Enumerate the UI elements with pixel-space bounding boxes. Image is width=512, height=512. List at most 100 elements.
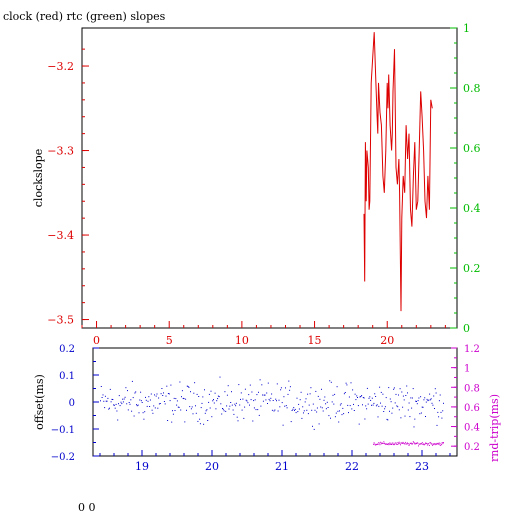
- offset-point: [113, 404, 115, 406]
- offset-point: [371, 404, 372, 406]
- offset-point: [416, 401, 417, 402]
- rnd-trip-point: [385, 443, 387, 445]
- y-tick-label: −0.2: [51, 452, 75, 463]
- offset-point: [442, 410, 444, 412]
- offset-point: [346, 384, 348, 386]
- offset-point: [272, 400, 274, 401]
- offset-point: [145, 399, 147, 401]
- rnd-trip-point: [380, 443, 382, 445]
- offset-point: [162, 395, 164, 396]
- offset-point: [289, 389, 291, 391]
- offset-point: [231, 404, 233, 406]
- offset-point: [355, 399, 357, 401]
- offset-point: [211, 416, 213, 418]
- x-tick-label: 15: [308, 334, 322, 347]
- offset-point: [330, 381, 332, 383]
- offset-point: [158, 397, 160, 399]
- offset-point: [374, 393, 376, 395]
- offset-point: [414, 418, 416, 420]
- offset-point: [166, 385, 168, 387]
- offset-point: [126, 403, 128, 405]
- offset-point: [157, 407, 159, 409]
- offset-point: [308, 404, 310, 406]
- offset-point: [122, 398, 124, 400]
- rnd-trip-point: [397, 442, 399, 444]
- offset-point: [376, 404, 378, 406]
- offset-point: [224, 391, 226, 393]
- offset-point: [437, 411, 439, 413]
- offset-point: [366, 387, 368, 389]
- offset-point: [333, 403, 335, 405]
- y-tick-label: 0.1: [59, 371, 75, 382]
- offset-point: [398, 394, 399, 396]
- offset-point: [186, 409, 187, 411]
- offset-point: [329, 380, 331, 382]
- offset-point: [147, 400, 149, 402]
- offset-point: [136, 405, 138, 407]
- offset-point: [125, 387, 127, 389]
- offset-point: [276, 400, 277, 402]
- offset-point: [180, 409, 182, 411]
- offset-point: [418, 397, 420, 399]
- offset-point: [144, 411, 146, 413]
- offset-point: [152, 412, 154, 414]
- offset-point: [154, 394, 155, 396]
- offset-point: [405, 395, 407, 396]
- offset-point: [313, 428, 315, 430]
- offset-point: [285, 387, 286, 389]
- offset-point: [373, 402, 375, 404]
- offset-point: [364, 418, 366, 420]
- offset-point: [321, 388, 322, 390]
- offset-point: [233, 413, 235, 415]
- rnd-trip-point: [395, 442, 397, 444]
- y-tick-label: 0.2: [59, 344, 75, 355]
- offset-point: [320, 406, 322, 408]
- offset-point: [300, 391, 302, 393]
- offset-point: [278, 399, 280, 401]
- offset-point: [109, 407, 110, 409]
- offset-point: [420, 412, 422, 414]
- offset-point: [305, 398, 307, 400]
- offset-point: [393, 387, 395, 389]
- offset-point: [387, 419, 389, 421]
- rnd-trip-point: [435, 443, 437, 445]
- chart-title: clock (red) rtc (green) slopes: [3, 10, 166, 23]
- offset-point: [190, 408, 192, 410]
- rnd-trip-point: [401, 442, 403, 444]
- offset-point: [191, 406, 193, 408]
- y2-tick-label: 0.4: [464, 423, 480, 434]
- offset-point: [249, 384, 251, 386]
- offset-point: [397, 406, 399, 408]
- offset-point: [314, 409, 316, 411]
- offset-point: [214, 392, 216, 394]
- rnd-trip-point: [414, 443, 416, 445]
- offset-point: [343, 393, 345, 395]
- offset-point: [317, 395, 319, 397]
- x-tick-label: 20: [380, 334, 394, 347]
- offset-point: [235, 402, 237, 404]
- offset-point: [200, 407, 202, 409]
- top-x-axis: 0 5 10 15 20: [81, 321, 446, 347]
- rnd-trip-point: [425, 442, 426, 444]
- offset-point: [133, 415, 135, 417]
- offset-point: [299, 399, 301, 401]
- offset-point: [377, 416, 379, 418]
- rnd-trip-point: [407, 443, 409, 445]
- offset-point: [223, 410, 225, 412]
- offset-point: [258, 391, 259, 393]
- offset-point: [358, 423, 360, 425]
- rnd-trip-point: [385, 443, 387, 445]
- rnd-trip-point: [428, 445, 430, 446]
- offset-point: [104, 407, 106, 409]
- offset-point: [394, 402, 396, 404]
- offset-point: [104, 395, 106, 397]
- offset-point: [371, 397, 373, 399]
- offset-point: [267, 382, 269, 384]
- offset-point: [167, 420, 169, 421]
- offset-point: [302, 406, 304, 408]
- offset-point: [170, 384, 172, 386]
- offset-point: [234, 403, 236, 405]
- rnd-trip-point: [392, 442, 394, 444]
- offset-point: [109, 388, 111, 390]
- y-tick-label: −3.5: [47, 314, 74, 327]
